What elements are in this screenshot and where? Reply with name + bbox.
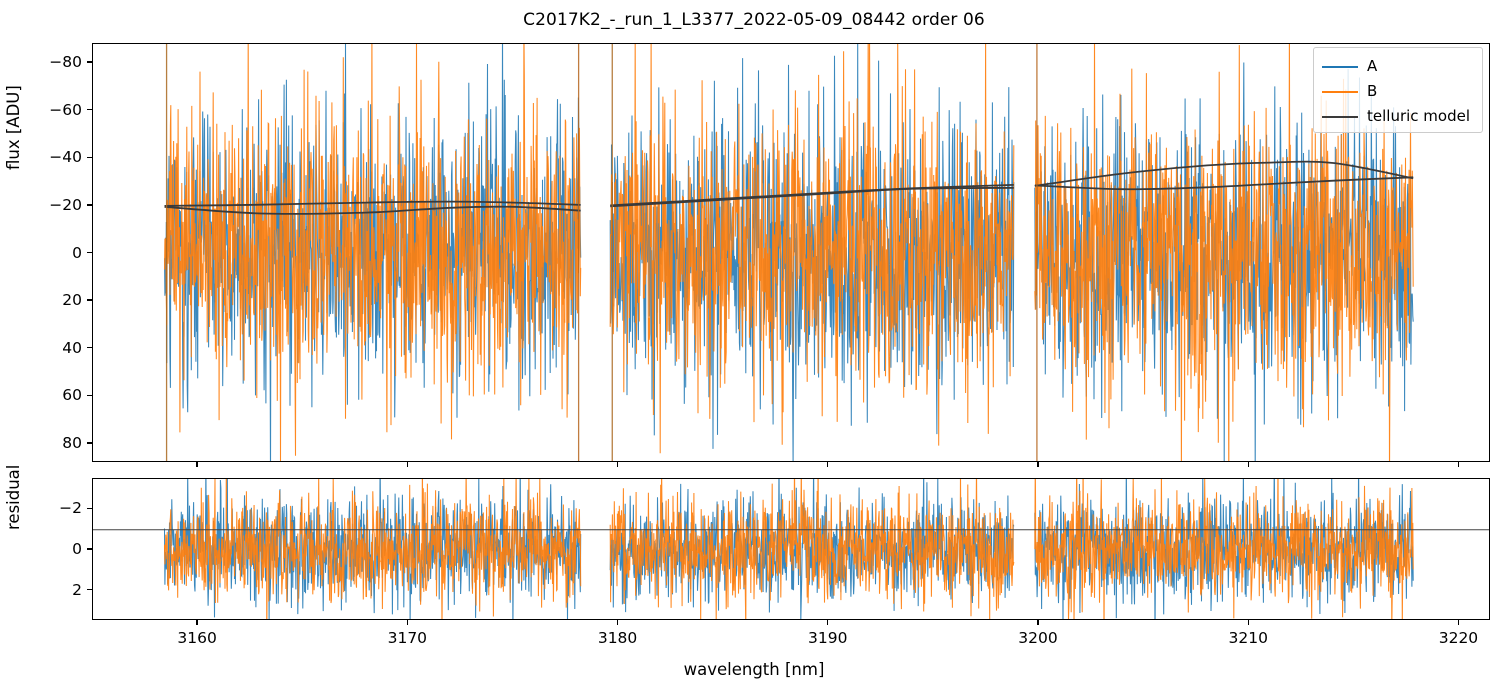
flux-y-tick — [87, 61, 92, 63]
x-tick-label: 3210 — [1228, 629, 1268, 647]
residual-y-tick-label: 2 — [72, 580, 82, 599]
legend-item-telluric: telluric model — [1322, 104, 1474, 129]
x-axis-title: wavelength [nm] — [683, 660, 825, 679]
flux-plot-panel — [92, 43, 1490, 462]
flux-y-tick-label: 80 — [62, 433, 82, 452]
legend-item-b: B — [1322, 79, 1474, 104]
x-tick-label: 3190 — [808, 629, 848, 647]
flux-y-tick — [87, 394, 92, 397]
flux-y-tick-label: −20 — [49, 195, 82, 214]
legend-swatch-b — [1322, 90, 1358, 93]
flux-y-tick — [87, 156, 92, 158]
flux-y-tick — [87, 299, 92, 301]
residual-axis-title: residual — [4, 464, 23, 530]
residual-y-tick-label: −2 — [59, 499, 82, 518]
flux-y-tick-label: 0 — [72, 243, 82, 262]
x-tick-label: 3160 — [177, 629, 217, 647]
flux-y-tick-label: 20 — [62, 291, 82, 310]
x-tick — [827, 620, 829, 625]
legend-swatch-telluric — [1322, 115, 1358, 118]
x-tick — [1037, 620, 1039, 625]
legend-swatch-a — [1322, 65, 1358, 68]
page-title: C2017K2_-_run_1_L3377_2022-05-09_08442 o… — [523, 10, 985, 30]
flux-y-tick — [87, 204, 92, 206]
flux-y-tick — [87, 108, 92, 111]
flux-y-tick-label: −40 — [49, 148, 82, 167]
flux-axis-title: flux [ADU] — [4, 85, 23, 170]
x-tick-label: 3220 — [1438, 629, 1479, 647]
flux-x-tick — [1457, 462, 1460, 467]
flux-x-tick — [196, 462, 198, 467]
x-tick-label: 3170 — [387, 629, 428, 647]
flux-y-tick-label: −80 — [49, 53, 82, 72]
flux-plot-area — [163, 44, 1414, 461]
flux-x-tick — [827, 462, 829, 467]
flux-x-tick — [1247, 462, 1249, 467]
x-tick — [1247, 620, 1249, 625]
legend-label-telluric: telluric model — [1367, 107, 1471, 125]
flux-x-tick — [616, 462, 619, 467]
legend-item-a: A — [1322, 54, 1474, 79]
residual-y-tick — [87, 507, 92, 510]
residual-y-tick — [87, 548, 92, 550]
flux-x-tick — [406, 462, 409, 467]
x-tick — [406, 620, 409, 625]
flux-y-tick-label: −60 — [49, 100, 82, 119]
x-tick — [196, 620, 198, 625]
legend-box: A B telluric model — [1313, 47, 1483, 133]
flux-y-tick — [87, 442, 92, 444]
residual-plot-area — [93, 479, 1489, 619]
x-tick — [1457, 620, 1460, 625]
legend-label-b: B — [1367, 82, 1378, 100]
flux-y-tick-label: 60 — [62, 386, 82, 405]
residual-y-tick — [87, 588, 92, 591]
flux-y-tick — [87, 347, 92, 349]
flux-x-tick — [1037, 462, 1039, 467]
x-tick-label: 3200 — [1018, 629, 1058, 647]
residual-y-tick-label: 0 — [72, 540, 82, 558]
flux-y-tick-label: 40 — [62, 338, 82, 357]
residual-plot-panel — [92, 478, 1490, 620]
flux-y-tick — [87, 251, 92, 254]
legend-label-a: A — [1367, 57, 1378, 75]
x-tick — [616, 620, 619, 625]
x-tick-label: 3180 — [597, 629, 638, 647]
